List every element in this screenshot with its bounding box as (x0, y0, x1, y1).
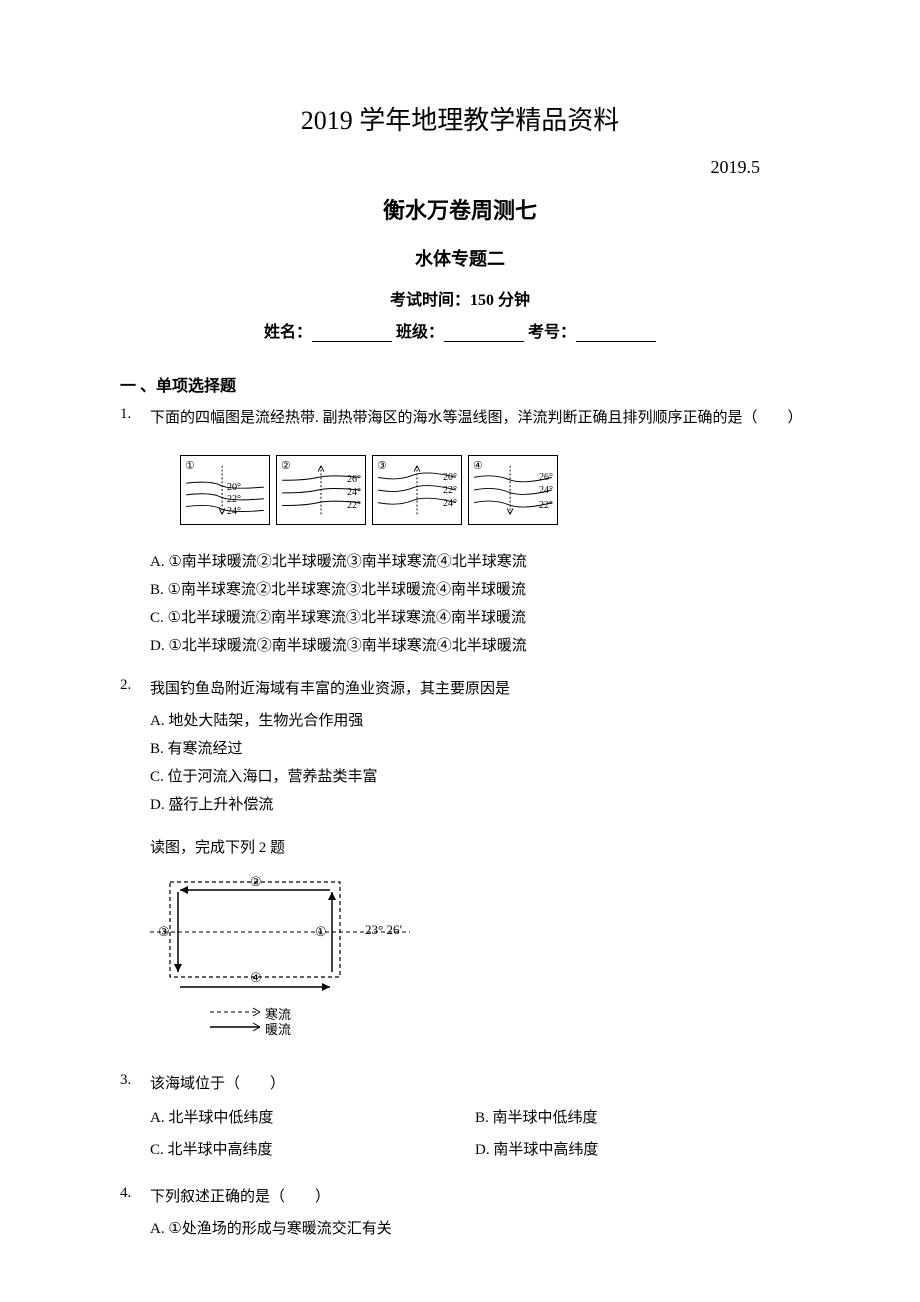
q2-opt-d: D. 盛行上升补偿流 (150, 793, 800, 817)
q3-options: A. 北半球中低纬度 B. 南半球中低纬度 C. 北半球中高纬度 D. 南半球中… (150, 1106, 800, 1170)
iso-box-4: ④ 26° 24° 22° (468, 455, 558, 525)
section-title: 一 、单项选择题 (120, 372, 800, 396)
q3-opt-c: C. 北半球中高纬度 (150, 1138, 475, 1162)
question-3: 3. 该海域位于（ ） A. 北半球中低纬度 B. 南半球中低纬度 C. 北半球… (120, 1072, 800, 1170)
q3-opt-b: B. 南半球中低纬度 (475, 1106, 800, 1130)
cd-label-1: ① (315, 924, 327, 940)
iso4-t2: 24° (539, 483, 553, 499)
iso4-t3: 22° (539, 498, 553, 514)
iso-box-3: ③ 20° 22° 24° (372, 455, 462, 525)
exam-title: 衡水万卷周测七 (120, 193, 800, 225)
info-row: 姓名： 班级： 考号： (120, 318, 800, 342)
q2-text: 我国钓鱼岛附近海域有丰富的渔业资源，其主要原因是 (150, 677, 800, 701)
q1-opt-a: A. ①南半球暖流②北半球暖流③南半球寒流④北半球寒流 (150, 550, 800, 574)
isotherm-diagrams: ① 20° 22° 24° ② (180, 455, 800, 525)
examnum-label: 考号： (528, 324, 576, 341)
q3-num: 3. (120, 1072, 150, 1170)
q1-text: 下面的四幅图是流经热带. 副热带海区的海水等温线图，洋流判断正确且排列顺序正确的… (150, 406, 800, 430)
q3-opt-a: A. 北半球中低纬度 (150, 1106, 475, 1130)
cd-label-4: ④ (250, 970, 262, 986)
iso-box-2: ② 26° 24° 22° (276, 455, 366, 525)
q1-opt-d: D. ①北半球暖流②南半球暖流③南半球寒流④北半球暖流 (150, 634, 800, 658)
exam-time: 考试时间：150 分钟 (120, 286, 800, 310)
cd-lat-label: 23° 26′ (365, 922, 402, 938)
name-label: 姓名： (264, 324, 312, 341)
q1-opt-c: C. ①北半球暖流②南半球寒流③北半球寒流④南半球暖流 (150, 606, 800, 630)
q2-options: A. 地处大陆架，生物光合作用强 B. 有寒流经过 C. 位于河流入海口，营养盐… (150, 709, 800, 817)
class-underline (444, 326, 524, 342)
iso3-t3: 24° (443, 496, 457, 512)
q1-options: A. ①南半球暖流②北半球暖流③南半球寒流④北半球寒流 B. ①南半球寒流②北半… (150, 550, 800, 658)
cd-label-2: ② (250, 874, 262, 890)
q2-num: 2. (120, 677, 150, 821)
q1-num: 1. (120, 406, 150, 662)
header-date: 2019.5 (120, 157, 760, 178)
iso1-t3: 24° (227, 504, 241, 520)
main-title: 2019 学年地理教学精品资料 (120, 100, 800, 137)
q4-options: A. ①处渔场的形成与寒暖流交汇有关 (150, 1217, 800, 1241)
question-1: 1. 下面的四幅图是流经热带. 副热带海区的海水等温线图，洋流判断正确且排列顺序… (120, 406, 800, 662)
cd-label-3: ③ (158, 924, 170, 940)
ocean-current-diagram: ② ③ ① ④ 23° 26′ 寒流 暖流 (150, 872, 420, 1052)
q1-opt-b: B. ①南半球寒流②北半球寒流③北半球暖流④南半球暖流 (150, 578, 800, 602)
question-4: 4. 下列叙述正确的是（ ） A. ①处渔场的形成与寒暖流交汇有关 (120, 1185, 800, 1245)
q3-text: 该海域位于（ ） (150, 1072, 800, 1096)
name-underline (312, 326, 392, 342)
q2-opt-c: C. 位于河流入海口，营养盐类丰富 (150, 765, 800, 789)
subtitle: 水体专题二 (120, 245, 800, 271)
iso-box-1: ① 20° 22° 24° (180, 455, 270, 525)
examnum-underline (576, 326, 656, 342)
question-2: 2. 我国钓鱼岛附近海域有丰富的渔业资源，其主要原因是 A. 地处大陆架，生物光… (120, 677, 800, 821)
q4-text: 下列叙述正确的是（ ） (150, 1185, 800, 1209)
intro-text-2: 读图，完成下列 2 题 (150, 836, 800, 857)
class-label: 班级： (396, 324, 444, 341)
cd-legend-warm: 暖流 (265, 1019, 291, 1038)
q4-opt-a: A. ①处渔场的形成与寒暖流交汇有关 (150, 1217, 800, 1241)
q2-opt-a: A. 地处大陆架，生物光合作用强 (150, 709, 800, 733)
q2-opt-b: B. 有寒流经过 (150, 737, 800, 761)
q4-num: 4. (120, 1185, 150, 1245)
iso2-t3: 22° (347, 498, 361, 514)
q3-opt-d: D. 南半球中高纬度 (475, 1138, 800, 1162)
